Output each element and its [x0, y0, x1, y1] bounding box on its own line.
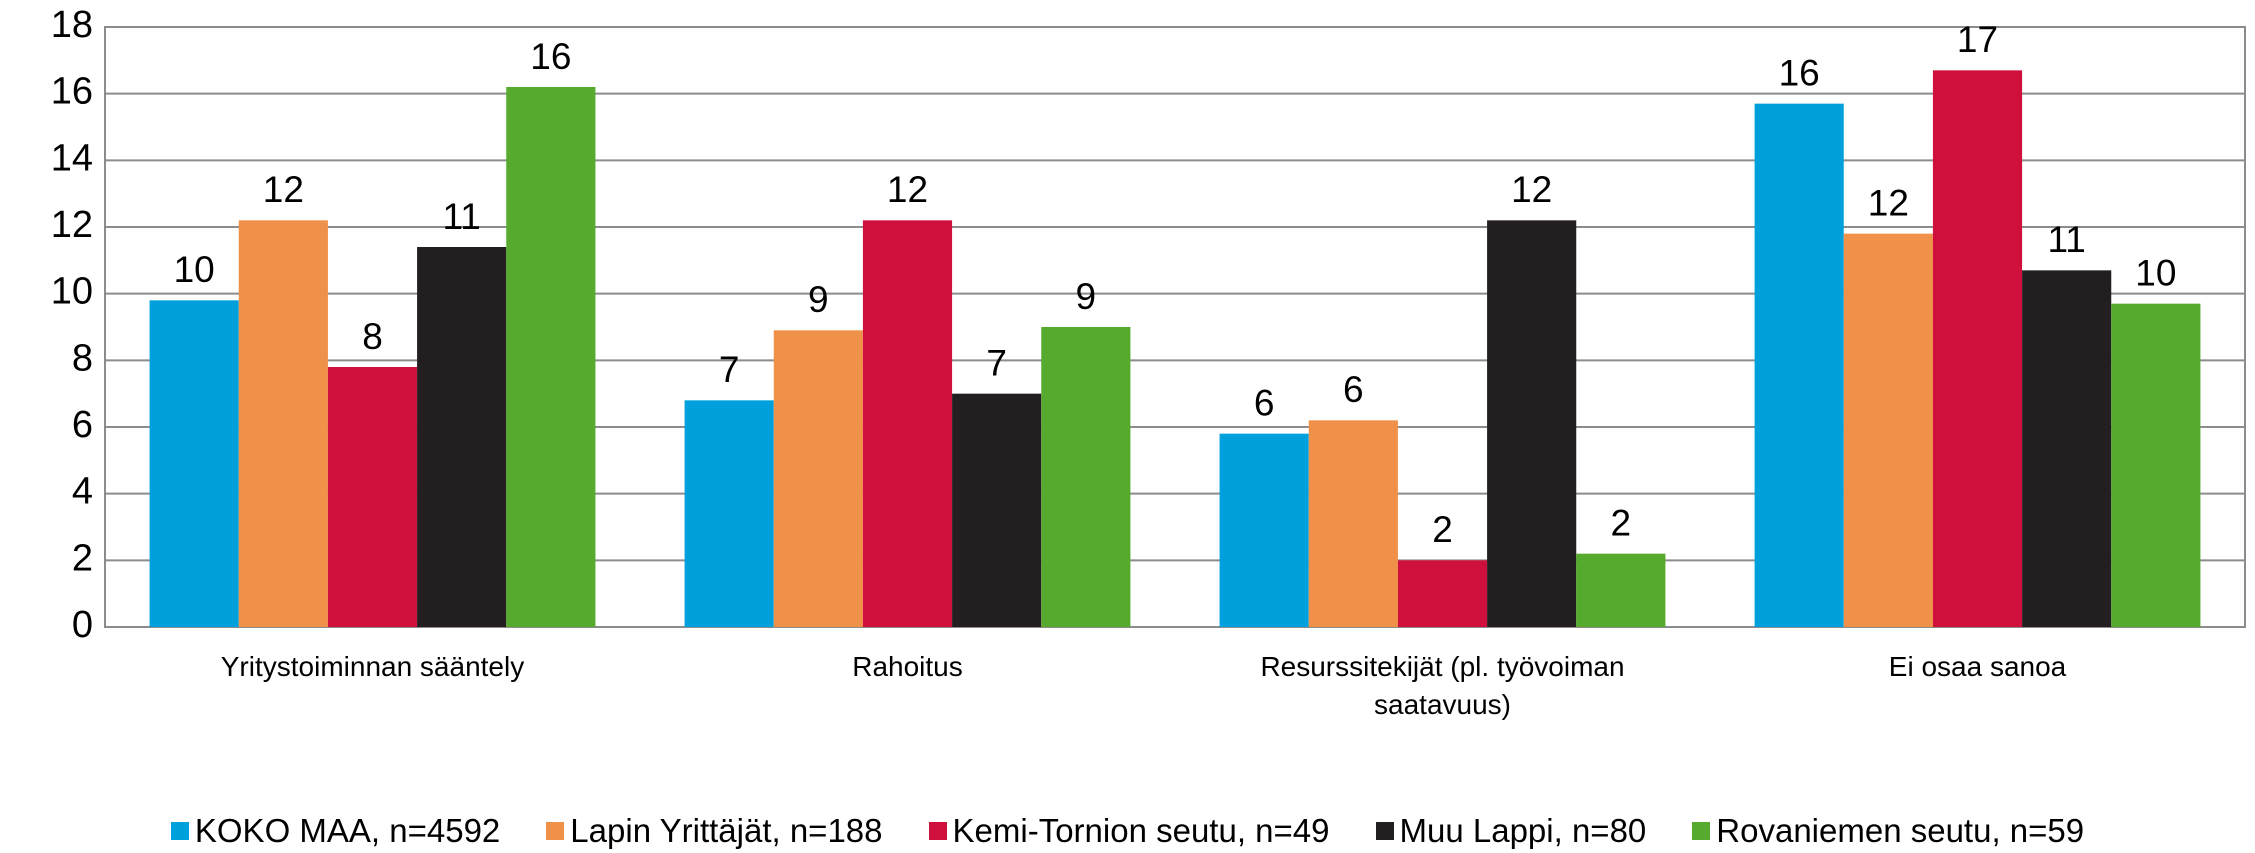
- y-tick-label: 0: [72, 604, 93, 646]
- bar: [1843, 233, 1933, 627]
- data-label: 17: [1957, 19, 1998, 60]
- bar: [1041, 327, 1131, 627]
- legend-item: KOKO MAA, n=4592: [170, 812, 501, 850]
- legend-item: Kemi-Tornion seutu, n=49: [928, 812, 1330, 850]
- x-tick-label: Resurssitekijät (pl. työvoiman saatavuus…: [1260, 651, 1625, 720]
- legend-label: KOKO MAA, n=4592: [194, 812, 501, 849]
- legend-label: Muu Lappi, n=80: [1399, 812, 1647, 849]
- legend-swatch: [1692, 822, 1711, 840]
- bar: [238, 220, 328, 628]
- y-tick-label: 6: [72, 404, 93, 446]
- bar: [1397, 560, 1488, 627]
- data-label: 9: [808, 279, 829, 320]
- x-tick-label: Rahoitus: [852, 651, 963, 682]
- bar: [417, 247, 507, 627]
- bar: [952, 393, 1042, 627]
- data-label: 7: [986, 342, 1007, 383]
- plot-border: [104, 26, 2246, 628]
- bar: [773, 330, 863, 627]
- bar: [149, 300, 239, 627]
- data-label: 2: [1611, 502, 1632, 543]
- bar: [1754, 103, 1844, 627]
- legend: KOKO MAA, n=4592 Lapin Yrittäjät, n=188 Ke…: [0, 812, 2255, 850]
- y-tick-label: 10: [51, 271, 93, 313]
- data-label: 12: [263, 169, 304, 210]
- y-tick-label: 8: [72, 337, 93, 379]
- bar: [327, 367, 418, 627]
- y-tick-label: 2: [72, 537, 93, 579]
- y-tick-label: 18: [51, 4, 93, 46]
- bar: [2111, 303, 2201, 627]
- data-label: 12: [887, 169, 928, 210]
- bar: [1576, 553, 1666, 627]
- legend-label: Kemi-Tornion seutu, n=49: [952, 812, 1330, 849]
- bar: [1932, 70, 2023, 628]
- legend-item: Muu Lappi, n=80: [1375, 812, 1647, 850]
- data-label: 12: [1868, 182, 1909, 223]
- legend-label: Rovaniemen seutu, n=59: [1716, 812, 2085, 849]
- data-label: 6: [1254, 382, 1275, 423]
- x-tick-label: Yritystoiminnan sääntely: [220, 651, 525, 682]
- y-tick-label: 16: [51, 71, 93, 113]
- x-tick-label: Ei osaa sanoa: [1888, 651, 2067, 682]
- bar: [862, 220, 953, 628]
- y-tick-label: 14: [51, 137, 93, 179]
- data-label: 11: [442, 196, 480, 237]
- y-tick-label: 4: [72, 471, 93, 513]
- data-label: 12: [1511, 169, 1552, 210]
- data-label: 16: [1779, 52, 1820, 93]
- bar: [1219, 433, 1309, 627]
- data-label: 16: [530, 36, 571, 77]
- data-label: 6: [1343, 369, 1364, 410]
- bar: [506, 87, 596, 627]
- data-label: 11: [2047, 219, 2085, 260]
- legend-swatch: [170, 822, 189, 840]
- data-label: 10: [2135, 252, 2176, 293]
- legend-label: Lapin Yrittäjät, n=188: [570, 812, 883, 849]
- legend-item: Rovaniemen seutu, n=59: [1692, 812, 2084, 850]
- y-tick-label: 12: [51, 204, 93, 246]
- data-label: 9: [1076, 276, 1097, 317]
- legend-swatch: [546, 822, 565, 840]
- legend-swatch: [1375, 822, 1394, 840]
- bar: [1308, 420, 1398, 627]
- bar: [1487, 220, 1577, 628]
- data-label: 10: [174, 249, 215, 290]
- legend-item: Lapin Yrittäjät, n=188: [546, 812, 883, 850]
- data-label: 8: [362, 316, 383, 357]
- bar: [684, 400, 774, 627]
- data-label: 2: [1432, 509, 1453, 550]
- data-label: 7: [719, 349, 740, 390]
- bar: [2022, 270, 2112, 627]
- legend-swatch: [928, 822, 947, 840]
